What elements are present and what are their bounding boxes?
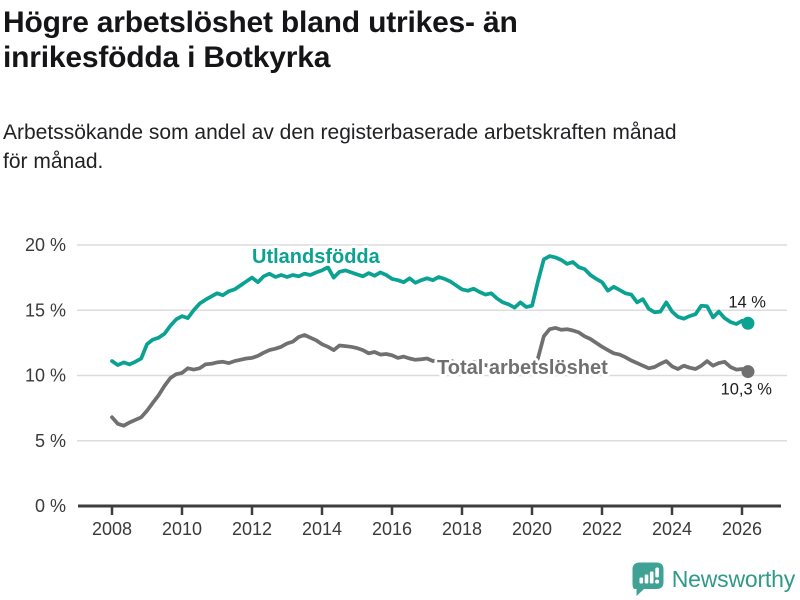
bar-small bbox=[639, 577, 643, 584]
series-name-label-0: Utlandsfödda bbox=[252, 246, 381, 268]
series-end-value-label-0: 14 % bbox=[728, 293, 766, 311]
y-axis-label-15: 15 % bbox=[25, 300, 66, 320]
chart-title-line-1: Högre arbetslöshet bland utrikes- än bbox=[3, 6, 518, 39]
bar-medium bbox=[644, 574, 649, 584]
line-chart: 0 % 5 % 10 % 15 % 20 % 2008 2010 2012 2014 2016 20… bbox=[25, 235, 787, 539]
chart-title: Högre arbetslöshet bland utrikes- än inr… bbox=[3, 5, 663, 75]
chart-subtitle-line-2: för månad. bbox=[3, 150, 104, 173]
series-line-utlandsfodda bbox=[110, 254, 750, 367]
exclamation-bar bbox=[655, 567, 659, 578]
chart-title-line-2: inrikesfödda i Botkyrka bbox=[3, 41, 331, 74]
x-axis-label-2020: 2020 bbox=[512, 519, 552, 539]
x-axis-label-2024: 2024 bbox=[652, 519, 692, 539]
x-axis-label-2022: 2022 bbox=[582, 519, 622, 539]
x-axis-label-2014: 2014 bbox=[302, 519, 342, 539]
series-end-dot-1 bbox=[741, 365, 755, 379]
series-line-total-arbetsloshet bbox=[110, 326, 750, 428]
newsworthy-logo: Newsworthy bbox=[632, 561, 795, 598]
x-axis-label-2012: 2012 bbox=[232, 519, 272, 539]
y-axis-label-20: 20 % bbox=[25, 235, 66, 255]
y-axis-label-10: 10 % bbox=[25, 366, 66, 386]
series-name-label-1: Total arbetslöshet bbox=[437, 357, 608, 379]
x-axis-label-2016: 2016 bbox=[372, 519, 412, 539]
chart-subtitle-line-1: Arbetssökande som andel av den registerb… bbox=[3, 121, 677, 144]
series-end-value-label-1: 10,3 % bbox=[721, 381, 773, 399]
x-axis-label-2026: 2026 bbox=[722, 519, 762, 539]
y-axis-label-0: 0 % bbox=[35, 496, 66, 516]
bar-large bbox=[649, 571, 654, 584]
bar-chart-speech-bubble-icon bbox=[632, 562, 664, 596]
y-axis-label-5: 5 % bbox=[35, 431, 66, 451]
chart-subtitle: Arbetssökande som andel av den registerb… bbox=[3, 118, 783, 176]
series-end-dot-0 bbox=[741, 316, 755, 330]
x-axis-label-2018: 2018 bbox=[442, 519, 482, 539]
exclamation-dot bbox=[654, 579, 659, 584]
newsworthy-logo-text: Newsworthy bbox=[671, 566, 795, 592]
x-axis-label-2010: 2010 bbox=[162, 519, 202, 539]
x-axis-label-2008: 2008 bbox=[92, 519, 132, 539]
